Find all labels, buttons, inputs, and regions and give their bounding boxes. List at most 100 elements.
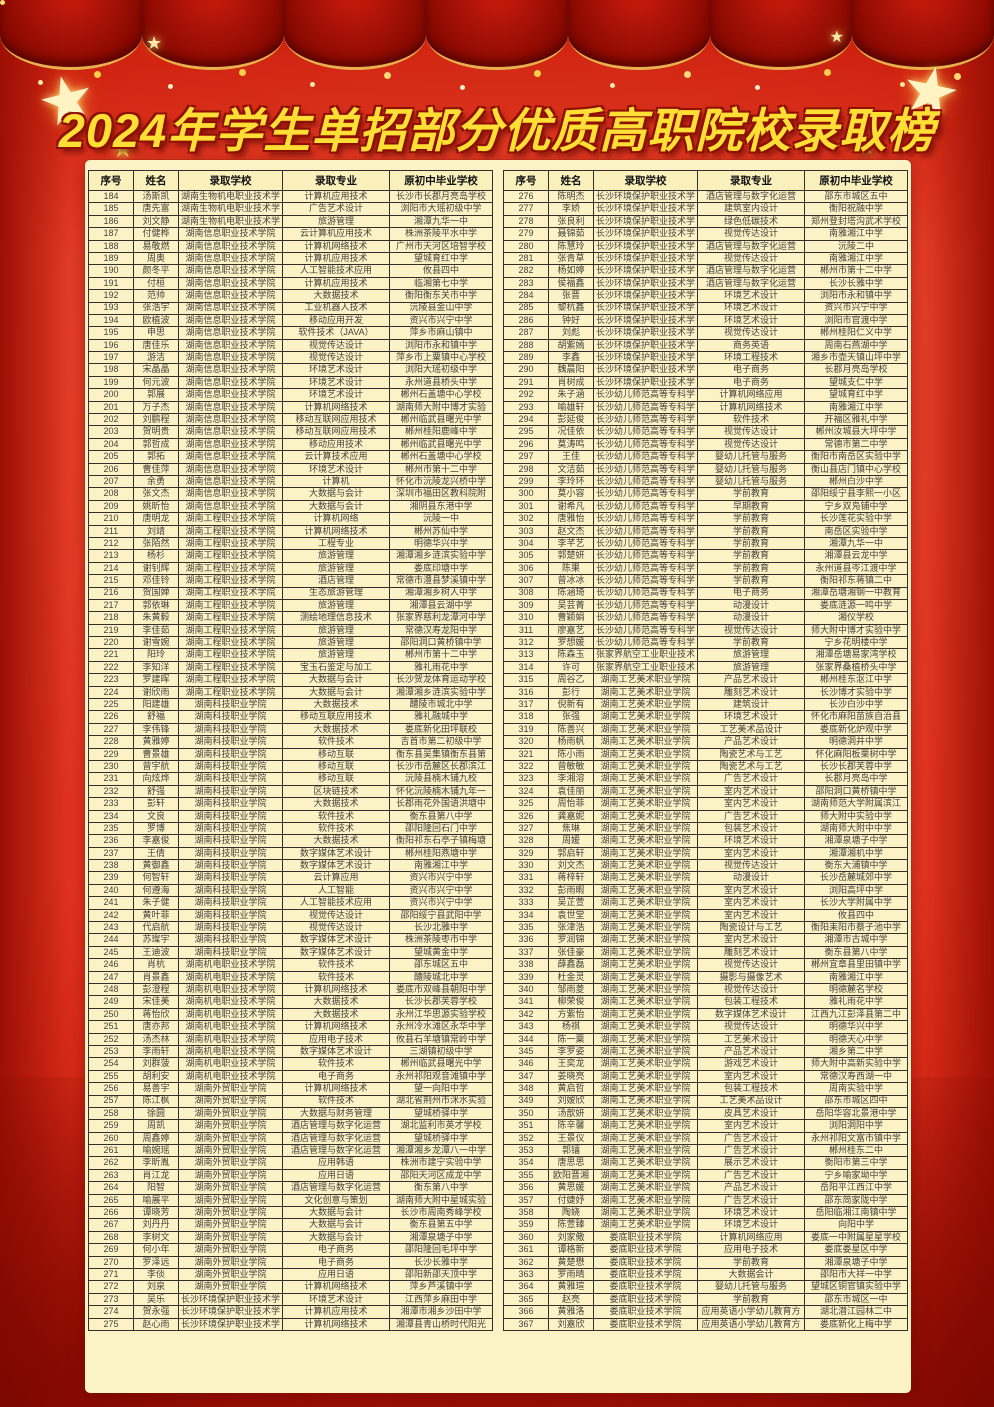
table-cell: 296 xyxy=(503,437,549,452)
table-cell: 湖南信息职业技术学院 xyxy=(178,264,283,278)
table-cell: 周怡菲 xyxy=(548,797,594,811)
table-cell: 衡东第八中学 xyxy=(389,1181,493,1195)
table-row: 292 朱子涵 长沙幼儿师范高等专科学 计算机网络应用 望城育红中学 xyxy=(503,388,908,402)
table-cell: 衡东县第八中学 xyxy=(389,809,493,823)
table-cell: 304 xyxy=(503,536,549,551)
table-cell: 计算机网络技术 xyxy=(282,982,390,997)
table-cell: 视觉传达设计 xyxy=(282,908,390,923)
table-cell: 湖南信息职业技术学院 xyxy=(178,499,283,514)
table-cell: 湖南信息职业技术学院 xyxy=(178,351,283,365)
table-cell: 郴州桂东沤江中学 xyxy=(804,673,908,687)
table-cell: 计算机 xyxy=(282,474,390,489)
table-cell: 278 xyxy=(503,214,549,229)
table-cell: 邵阳洞口黄桥镇中学 xyxy=(804,784,908,799)
table-cell: 湖南工艺美术职业学院 xyxy=(593,1106,698,1121)
table-cell: 长沙幼儿师范高等专科学 xyxy=(593,598,698,613)
table-cell: 郴州桂阳燕塘中学 xyxy=(389,846,493,861)
table-cell: 雕刻艺术设计 xyxy=(697,945,805,960)
table-cell: 长沙长雅中学 xyxy=(804,276,908,291)
table-cell: 306 xyxy=(503,561,549,576)
table-cell: 湖南科技职业学院 xyxy=(178,859,283,873)
table-row: 326 龚嘉妮 湖南工艺美术职业学院 广告艺术设计 师大附中实验中学 xyxy=(503,809,908,823)
table-cell: 李芊艺 xyxy=(548,536,594,551)
table-cell: 郴州市第十二中学 xyxy=(804,264,908,278)
table-cell: 236 xyxy=(88,834,134,848)
table-cell: 娄底职业技术学院 xyxy=(593,1230,698,1245)
table-cell: 刘彪 xyxy=(548,326,594,340)
table-cell: 学前教育 xyxy=(697,1255,805,1270)
table-cell: 汤杰林 xyxy=(133,1032,179,1046)
table-cell: 郭哲成 xyxy=(133,437,179,452)
table-cell: 人工智能技术应用 xyxy=(282,896,390,910)
table-cell: 湘乡第二中学 xyxy=(804,1044,908,1059)
table-cell: 张陌然 xyxy=(133,536,179,551)
table-cell: 浏阳洞阳中学 xyxy=(804,1119,908,1133)
table-cell: 湖南科技职业学院 xyxy=(178,722,283,737)
table-cell: 郴州白沙中学 xyxy=(804,474,908,489)
table-row: 330 刘文杰 湖南工艺美术职业学院 视觉传达设计 衡东大浦镇中学 xyxy=(503,859,908,873)
table-cell: 李鑫 xyxy=(548,351,594,365)
table-row: 273 吴乐 长沙环境保护职业技术学 环境艺术设计 江西萍乡麻田中学 xyxy=(88,1292,493,1307)
table-cell: 王奕龙 xyxy=(548,1057,594,1071)
table-cell: 255 xyxy=(88,1069,134,1084)
table-cell: 应用英语小学幼儿教育方 xyxy=(697,1317,805,1331)
table-cell: 资兴市兴宁中学 xyxy=(389,313,493,328)
table-cell: 浏阳大瑶初级中学 xyxy=(389,363,493,377)
table-cell: 望城区铜官镇实验中学 xyxy=(804,1280,908,1294)
table-cell: 永州道县岑江渡中学 xyxy=(804,561,908,576)
table-cell: 湖南工艺美术职业学院 xyxy=(593,685,698,700)
table-cell: 计算机应用技术 xyxy=(282,1305,390,1319)
table-cell: 湖南信息职业技术学院 xyxy=(178,313,283,328)
table-cell: 唐亦邦 xyxy=(133,1020,179,1034)
table-cell: 湖南信息职业技术学院 xyxy=(178,326,283,340)
table-cell: 婴幼儿托管与服务 xyxy=(697,1280,805,1294)
table-cell: 黎杭鑫 xyxy=(548,301,594,315)
table-row: 277 李娇 长沙环境保护职业技术学 建筑室内设计 衡阳祝融中学 xyxy=(503,202,908,216)
table-cell: 长沙环境保护职业技术学 xyxy=(593,301,698,315)
table-cell: 湖南外贸职业学院 xyxy=(178,1106,283,1121)
table-cell: 移动互联应用技术 xyxy=(282,710,390,724)
table-cell: 湖南信息职业技术学院 xyxy=(178,388,283,402)
table-cell: 广告艺术设计 xyxy=(697,1168,805,1183)
table-cell: 计算机网络应用 xyxy=(697,1230,805,1245)
table-row: 252 汤杰林 湖南机电职业技术学院 应用电子技术 攸县石羊塘镇常岭中学 xyxy=(88,1032,493,1046)
table-cell: 文化创意与策划 xyxy=(282,1193,390,1208)
table-cell: 318 xyxy=(503,710,549,724)
table-cell: 长沙幼儿师范高等专科学 xyxy=(593,450,698,464)
table-cell: 郴州桂阳鹿峰中学 xyxy=(389,425,493,439)
table-cell: 246 xyxy=(88,958,134,972)
table-cell: 332 xyxy=(503,883,549,898)
table-cell: 南雅湘江中学 xyxy=(804,227,908,241)
table-cell: 环境艺术设计 xyxy=(697,1206,805,1220)
table-cell: 湖南工艺美术职业学院 xyxy=(593,958,698,972)
table-cell: 周奥 xyxy=(133,251,179,266)
table-cell: 郭楚妍 xyxy=(548,549,594,563)
table-cell: 湖南工程职业技术学院 xyxy=(178,598,283,613)
table-cell: 长沙环境保护职业技术学 xyxy=(593,338,698,353)
table-row: 342 方紫怡 湖南工艺美术职业学院 数字媒体艺术设计 江西九江彭泽县第二中 xyxy=(503,1007,908,1022)
table-row: 184 汤斯凯 湖南生物机电职业技术学 计算机应用技术 长沙市长郡月亮岛学校 xyxy=(88,189,493,204)
table-cell: 攸县石羊塘镇常岭中学 xyxy=(389,1032,493,1046)
table-cell: 湘潭市古城中学 xyxy=(804,933,908,947)
table-cell: 郴州市第十二中学 xyxy=(389,462,493,477)
table-cell: 视觉传达设计 xyxy=(697,1020,805,1034)
table-cell: 动漫设计 xyxy=(697,611,805,625)
table-cell: 黄御鑫 xyxy=(133,859,179,873)
table-cell: 湘潭九华一中 xyxy=(389,214,493,229)
table-cell: 易敬燃 xyxy=(133,239,179,253)
table-cell: 宁乡喻家坳中学 xyxy=(804,1168,908,1183)
table-row: 276 陈明杰 长沙环境保护职业技术学 酒店管理与数字化运营 邵东市城区五中 xyxy=(503,189,908,204)
table-cell: 视觉传达设计 xyxy=(282,351,390,365)
table-cell: 湖南工艺美术职业学院 xyxy=(593,1057,698,1071)
table-cell: 贺国婵 xyxy=(133,586,179,600)
table-cell: 环境艺术设计 xyxy=(697,289,805,303)
table-cell: 罗建晖 xyxy=(133,673,179,687)
table-cell: 湖南生物机电职业技术学 xyxy=(178,202,283,216)
table-row: 185 唐先富 湖南生物机电职业技术学 广告艺术设计 浏阳市大瑶初级中学 xyxy=(88,202,493,216)
table-cell: 湖南信息职业技术学院 xyxy=(178,227,283,241)
table-cell: 315 xyxy=(503,673,549,687)
table-cell: 江西九江彭泽县第二中 xyxy=(804,1007,908,1022)
table-cell: 永州祁阳文富市镇中学 xyxy=(804,1131,908,1146)
table-row: 317 倪新有 湖南工艺美术职业学院 建筑设计 长沙白沙中学 xyxy=(503,697,908,712)
table-cell: 245 xyxy=(88,945,134,960)
